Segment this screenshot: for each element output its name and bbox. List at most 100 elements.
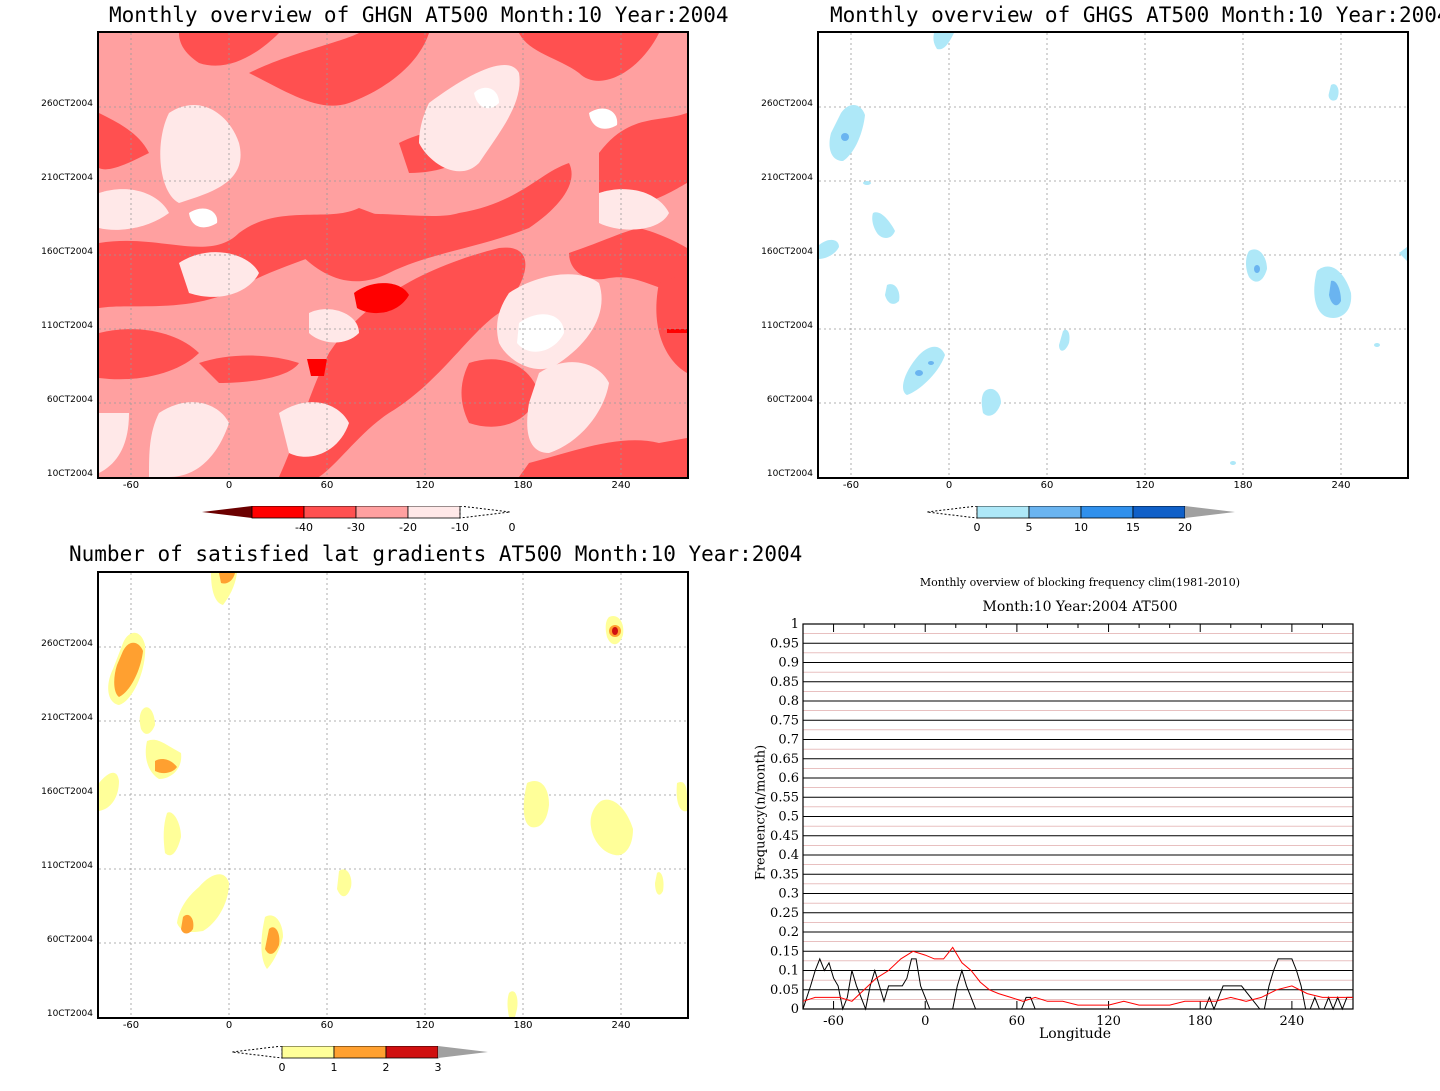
ghgs-colorbar-right-arrow	[1185, 506, 1235, 518]
latgrad-y-tick-label: 110CT2004	[41, 861, 93, 871]
freq-line-chart: 0 0.05 0.1 0.15 0.2 0.25 0.3 0.35 0.4 0.45 0.5 0.55…	[770, 617, 1354, 1029]
freq-y-tick-label: 0.55	[770, 790, 799, 805]
freq-x-tick-label: 0	[921, 1014, 929, 1029]
latgrad-colorbar-label: 3	[434, 1061, 442, 1074]
freq-y-tick-label: 0.15	[770, 944, 799, 959]
ghgs-colorbar-swatches	[926, 505, 1235, 519]
ghgs-colorbar-segment	[1028, 505, 1082, 519]
latgrad-plot-area	[97, 571, 689, 1019]
freq-y-tick-label: 1	[791, 617, 799, 632]
latgrad-y-tick-label: 10CT2004	[46, 1009, 93, 1019]
latgrad-x-tick-label: 240	[611, 1020, 631, 1031]
latgrad-colorbar-segment	[333, 1045, 387, 1059]
ghgn-colorbar-left-arrow	[202, 506, 252, 518]
freq-y-tick-label: 0.75	[770, 713, 799, 728]
ghgs-x-tick-label: 180	[1233, 480, 1253, 491]
ghgs-contours	[819, 33, 1407, 477]
freq-y-tick-label: 0.3	[778, 887, 799, 902]
freq-x-tick-label: 60	[1009, 1014, 1026, 1029]
ghgs-x-tick-label: -60	[842, 480, 860, 491]
ghgs-colorbar-segment	[1132, 505, 1186, 519]
freq-y-tick-label: 0.95	[770, 636, 799, 651]
freq-series-line-1	[802, 946, 1353, 1006]
latgrad-colorbar-left-arrow	[231, 1045, 283, 1059]
latgrad-x-tick-label: -60	[122, 1020, 140, 1031]
latgrad-colorbar-label: 0	[278, 1061, 286, 1074]
freq-x-tick-label: 240	[1279, 1014, 1304, 1029]
ghgn-colorbar-segment	[303, 505, 357, 519]
ghgn-y-tick-label: 10CT2004	[46, 469, 93, 479]
ghgn-plot-area	[97, 31, 689, 479]
ghgs-x-tick-label: 240	[1331, 480, 1351, 491]
ghgn-x-tick-label: -60	[122, 480, 140, 491]
ghgn-x-tick-label: 60	[320, 480, 334, 491]
freq-y-tick-label: 0.25	[770, 906, 799, 921]
latgrad-grid	[99, 573, 687, 1017]
ghgn-y-tick-label: 110CT2004	[41, 321, 93, 331]
ghgs-colorbar-label: 15	[1126, 521, 1140, 534]
ghgn-colorbar-label: -30	[347, 521, 365, 534]
latgrad-contours	[99, 573, 687, 1017]
freq-y-tick-label: 0.9	[778, 656, 799, 671]
latgrad-x-tick-label: 0	[225, 1020, 233, 1031]
ghgn-colorbar-label: 0	[508, 521, 516, 534]
ghgs-colorbar: 0 5 10 15 20	[925, 505, 1245, 536]
ghgn-colorbar-swatches	[202, 505, 511, 519]
ghgn-grid	[99, 33, 687, 477]
latgrad-colorbar-label: 2	[382, 1061, 390, 1074]
freq-x-axis-label: Longitude	[1038, 1026, 1112, 1042]
ghgn-contours	[99, 33, 687, 477]
ghgn-title: Monthly overview of GHGN AT500 Month:10 …	[109, 3, 729, 27]
latgrad-colorbar-label: 1	[330, 1061, 338, 1074]
ghgn-colorbar-label: -40	[295, 521, 313, 534]
freq-x-tick-label: 120	[1096, 1014, 1121, 1029]
ghgs-x-tick-label: 120	[1135, 480, 1155, 491]
freq-y-tick-label: 0.85	[770, 675, 799, 690]
ghgn-colorbar-segment	[251, 505, 305, 519]
ghgn-colorbar-segment	[355, 505, 409, 519]
ghgs-x-tick-label: 60	[1040, 480, 1054, 491]
ghgs-y-tick-label: 110CT2004	[761, 321, 813, 331]
freq-x-tick-label: 180	[1188, 1014, 1213, 1029]
ghgn-y-tick-label: 60CT2004	[46, 395, 93, 405]
ghgs-y-tick-label: 210CT2004	[761, 173, 813, 183]
freq-x-tick-label: -60	[823, 1014, 844, 1029]
freq-y-tick-label: 0.5	[778, 810, 799, 825]
freq-chart-subtitle: Month:10 Year:2004 AT500	[982, 599, 1178, 615]
ghgn-y-tick-label: 210CT2004	[41, 173, 93, 183]
ghgs-y-tick-label: 260CT2004	[761, 99, 813, 109]
ghgs-x-tick-label: 0	[945, 480, 953, 491]
latgrad-title: Number of satisfied lat gradients AT500 …	[69, 542, 803, 566]
ghgs-colorbar-label: 0	[973, 521, 981, 534]
freq-y-tick-label: 0.7	[778, 733, 799, 748]
latgrad-colorbar-right-arrow	[438, 1046, 488, 1058]
ghgn-x-tick-label: 0	[225, 480, 233, 491]
ghgs-colorbar-label: 5	[1025, 521, 1033, 534]
ghgn-y-tick-label: 260CT2004	[41, 99, 93, 109]
freq-y-tick-label: 0.8	[778, 694, 799, 709]
ghgs-y-tick-label: 10CT2004	[766, 469, 813, 479]
ghgs-y-tick-label: 160CT2004	[761, 247, 813, 257]
ghgs-colorbar-segment	[1080, 505, 1134, 519]
ghgs-plot-area	[817, 31, 1409, 479]
freq-chart-title: Monthly overview of blocking frequency c…	[919, 576, 1241, 589]
ghgn-colorbar-label: -20	[399, 521, 417, 534]
ghgn-colorbar-segment	[407, 505, 461, 519]
ghgs-grid	[819, 33, 1407, 477]
ghgs-colorbar-left-arrow	[926, 505, 978, 519]
ghgs-y-tick-label: 60CT2004	[766, 395, 813, 405]
ghgs-colorbar-label: 20	[1178, 521, 1192, 534]
ghgn-x-tick-label: 240	[611, 480, 631, 491]
latgrad-colorbar: 0 1 2 3	[230, 1045, 500, 1076]
ghgs-colorbar-label: 10	[1074, 521, 1088, 534]
ghgn-x-tick-label: 180	[513, 480, 533, 491]
ghgs-colorbar-segment	[976, 505, 1030, 519]
ghgn-colorbar-label: -10	[451, 521, 469, 534]
latgrad-y-tick-label: 60CT2004	[46, 935, 93, 945]
freq-y-tick-label: 0.4	[778, 848, 799, 863]
latgrad-x-tick-label: 60	[320, 1020, 334, 1031]
ghgn-colorbar: -40 -30 -20 -10 0	[200, 505, 520, 536]
ghgs-title: Monthly overview of GHGS AT500 Month:10 …	[830, 3, 1440, 27]
freq-y-tick-label: 0.05	[770, 983, 799, 998]
freq-y-tick-label: 0.45	[770, 829, 799, 844]
